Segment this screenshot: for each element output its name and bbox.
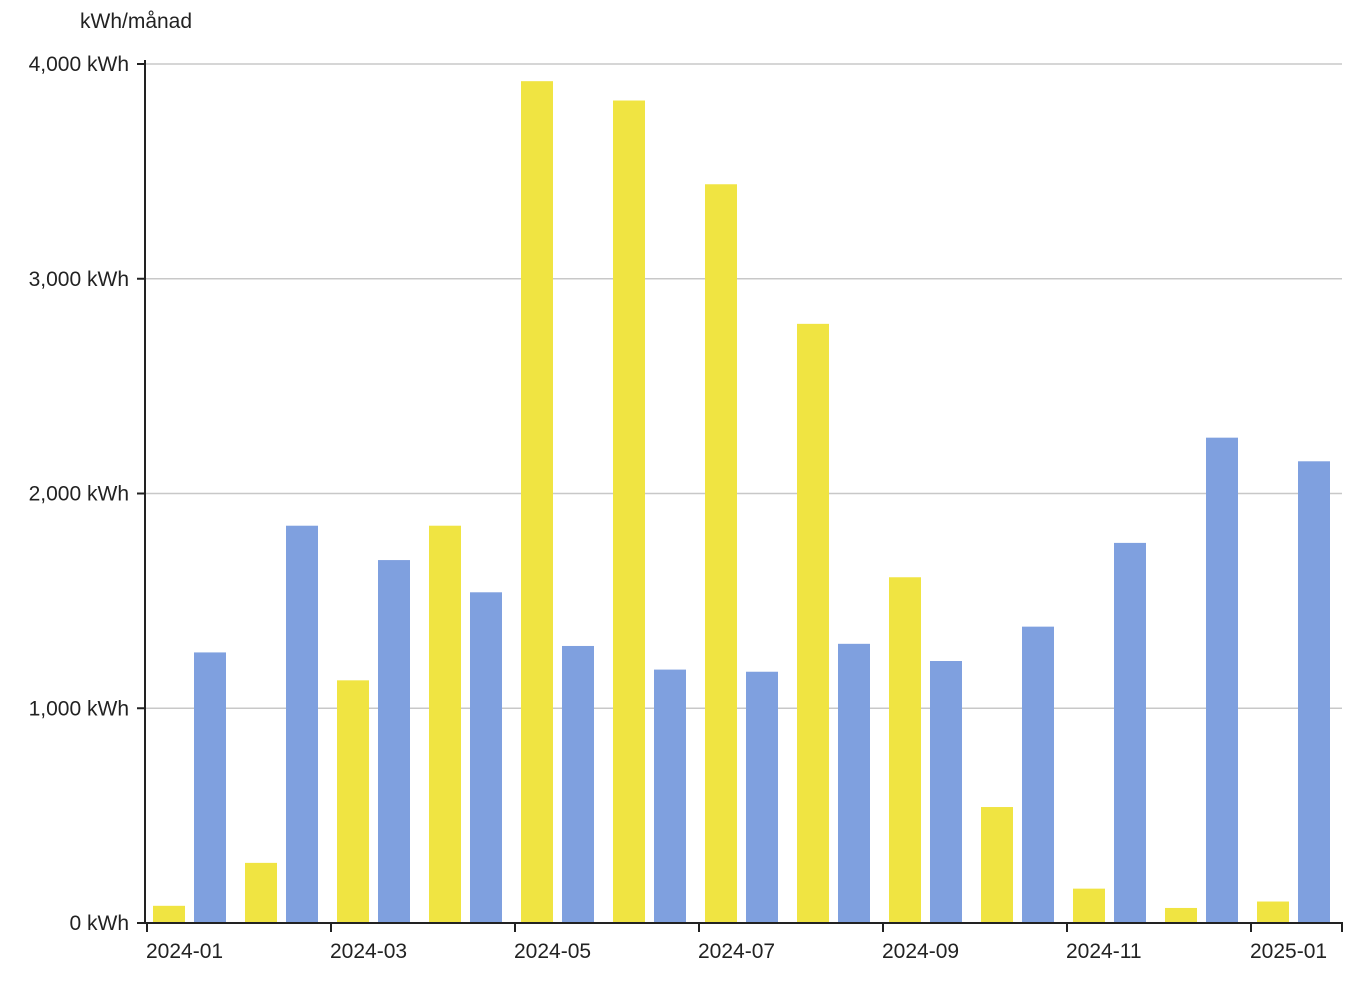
gridlines	[145, 63, 1342, 709]
y-tick-label: 4,000 kWh	[29, 53, 129, 76]
y-axis: 0 kWh 1,000 kWh 2,000 kWh 3,000 kWh 4,000 kW…	[29, 53, 146, 935]
bar-2024-07-series-2	[746, 671, 778, 923]
x-tick-label: 2024-05	[514, 940, 591, 963]
x-tick-label: 2025-01	[1250, 940, 1327, 963]
bar-2024-05-series-2	[562, 645, 594, 923]
x-tick-label: 2024-03	[330, 940, 407, 963]
bar-2024-02-series-1	[245, 862, 277, 923]
x-tick-label: 2024-01	[146, 940, 223, 963]
bar-2024-06-series-2	[654, 669, 686, 923]
bar-2024-11-series-2	[1114, 542, 1146, 923]
bar-2024-04-series-1	[429, 525, 461, 923]
bar-2024-07-series-1	[705, 184, 737, 923]
bar-2025-01-series-1	[1257, 901, 1289, 923]
y-tick-label: 2,000 kWh	[29, 483, 129, 506]
bar-2024-10-series-2	[1022, 626, 1054, 923]
bar-2024-03-series-2	[378, 560, 410, 923]
bars	[153, 81, 1330, 924]
bar-2024-11-series-1	[1073, 888, 1105, 923]
bar-2025-01-series-2	[1298, 461, 1330, 923]
y-tick-label: 0 kWh	[69, 912, 129, 935]
bar-2024-06-series-1	[613, 100, 645, 923]
x-axis: 2024-01 2024-03 2024-05 2024-07 2024-09 2024-…	[145, 922, 1343, 963]
y-tick-label: 1,000 kWh	[29, 697, 129, 720]
bar-2024-09-series-1	[889, 577, 921, 923]
bar-2024-02-series-2	[286, 525, 318, 923]
bar-2024-05-series-1	[521, 81, 553, 924]
y-tick-label: 3,000 kWh	[29, 268, 129, 291]
bar-2024-12-series-2	[1206, 437, 1238, 923]
bar-2024-01-series-1	[153, 905, 185, 923]
y-axis-unit-label: kWh/månad	[80, 10, 192, 33]
bar-2024-04-series-2	[470, 592, 502, 923]
bar-2024-12-series-1	[1165, 907, 1197, 923]
bar-2024-09-series-2	[930, 661, 962, 923]
x-tick-label: 2024-07	[698, 940, 775, 963]
x-tick-label: 2024-09	[882, 940, 959, 963]
x-tick-label: 2024-11	[1066, 940, 1142, 963]
bar-2024-08-series-2	[838, 643, 870, 923]
bar-2024-03-series-1	[337, 680, 369, 923]
bar-2024-08-series-1	[797, 323, 829, 923]
bar-2024-01-series-2	[194, 652, 226, 923]
bar-2024-10-series-1	[981, 807, 1013, 923]
